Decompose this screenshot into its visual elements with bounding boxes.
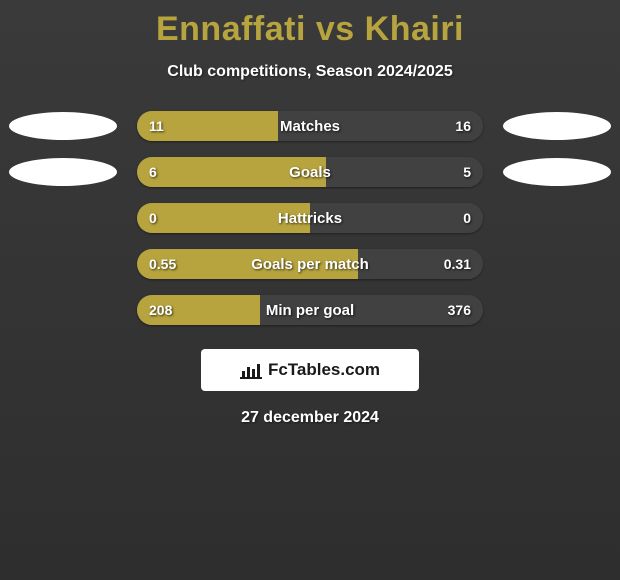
player-badge-left [9, 112, 117, 140]
left-badge-slot [9, 158, 117, 186]
stat-row: Goals65 [0, 157, 620, 187]
brand-pill[interactable]: FcTables.com [201, 349, 419, 391]
chart-icon [240, 361, 262, 379]
stat-bar-left-fill [137, 203, 310, 233]
page-title: Ennaffati vs Khairi [0, 10, 620, 49]
stat-bar: Goals65 [137, 157, 483, 187]
right-badge-slot [503, 158, 611, 186]
stat-bar-left-fill [137, 295, 260, 325]
stat-row: Hattricks00 [0, 203, 620, 233]
right-badge-slot [503, 112, 611, 140]
date-label: 27 december 2024 [0, 409, 620, 427]
stat-bar-right-fill [278, 111, 483, 141]
stat-bar: Hattricks00 [137, 203, 483, 233]
stat-bars-region: Matches1116 Goals65 Hattricks00 Goals per m… [0, 111, 620, 325]
comparison-card: Ennaffati vs Khairi Club competitions, S… [0, 0, 620, 580]
stat-bar-right-fill [310, 203, 483, 233]
stat-bar-right-fill [326, 157, 483, 187]
stat-bar: Matches1116 [137, 111, 483, 141]
stat-bar: Goals per match0.550.31 [137, 249, 483, 279]
player-badge-left [9, 158, 117, 186]
stat-row: Goals per match0.550.31 [0, 249, 620, 279]
player-badge-right [503, 112, 611, 140]
brand-text: FcTables.com [268, 360, 380, 380]
stat-bar-left-fill [137, 157, 326, 187]
stat-bar-left-fill [137, 111, 278, 141]
left-badge-slot [9, 112, 117, 140]
stat-row: Min per goal208376 [0, 295, 620, 325]
stat-bar-right-fill [358, 249, 483, 279]
stat-row: Matches1116 [0, 111, 620, 141]
stat-bar-right-fill [260, 295, 483, 325]
stat-bar-left-fill [137, 249, 358, 279]
page-subtitle: Club competitions, Season 2024/2025 [0, 63, 620, 81]
stat-bar: Min per goal208376 [137, 295, 483, 325]
player-badge-right [503, 158, 611, 186]
